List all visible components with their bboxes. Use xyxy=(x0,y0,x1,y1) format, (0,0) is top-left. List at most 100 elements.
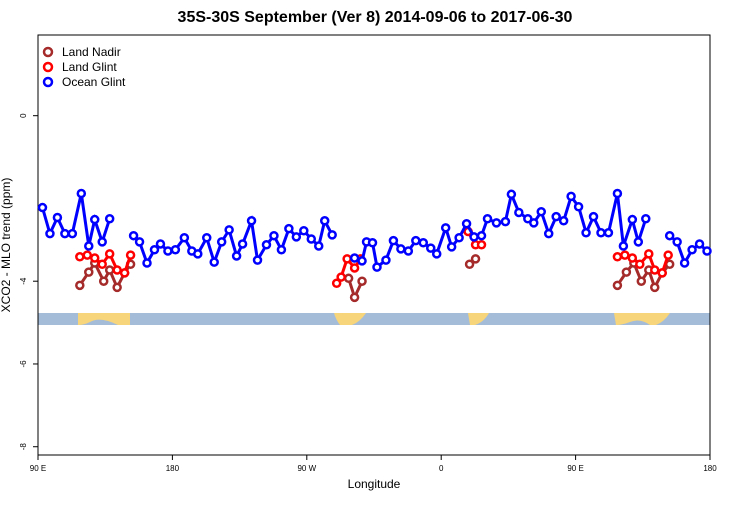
point xyxy=(163,246,173,256)
point xyxy=(612,280,623,291)
point xyxy=(633,237,644,247)
point xyxy=(313,241,324,251)
legend-marker xyxy=(42,76,54,88)
point xyxy=(440,223,451,233)
chart-title: 35S-30S September (Ver 8) 2014-09-06 to … xyxy=(178,9,573,26)
point xyxy=(306,234,317,244)
point xyxy=(446,242,457,252)
point xyxy=(342,254,352,264)
point xyxy=(134,237,145,247)
point xyxy=(482,213,493,224)
point xyxy=(461,218,472,229)
point xyxy=(343,273,354,284)
point xyxy=(649,265,660,275)
point xyxy=(603,228,614,238)
point xyxy=(52,212,63,223)
point xyxy=(84,267,94,277)
point xyxy=(454,233,464,243)
y-tick-label: -4 xyxy=(19,277,28,285)
point xyxy=(349,263,360,273)
point xyxy=(514,207,524,218)
point xyxy=(336,272,346,282)
land-strip xyxy=(334,313,366,325)
point xyxy=(551,211,561,222)
series xyxy=(75,254,675,303)
x-tick-label: 90 E xyxy=(30,464,46,473)
point xyxy=(149,245,160,255)
point xyxy=(201,233,212,243)
legend-marker xyxy=(42,61,54,73)
point xyxy=(367,237,378,248)
point xyxy=(269,230,279,241)
point xyxy=(500,216,511,227)
point xyxy=(476,240,487,250)
point xyxy=(170,245,181,255)
point xyxy=(104,213,115,224)
ocean-strip xyxy=(38,313,710,325)
point xyxy=(97,237,107,247)
point xyxy=(276,245,287,255)
point xyxy=(627,253,638,263)
point xyxy=(155,239,166,249)
plot-frame xyxy=(37,34,711,456)
point xyxy=(649,282,660,293)
point xyxy=(491,218,502,228)
point xyxy=(612,188,623,199)
point xyxy=(237,239,248,249)
point xyxy=(84,241,94,251)
point xyxy=(679,258,690,268)
y-tick-label: -8 xyxy=(19,443,28,451)
series-line xyxy=(41,189,709,270)
point xyxy=(596,228,606,238)
legend-label: Ocean Glint xyxy=(62,75,126,89)
point xyxy=(388,235,399,246)
point xyxy=(327,230,337,240)
legend-marker xyxy=(42,46,54,58)
point xyxy=(119,268,130,278)
point xyxy=(216,237,227,247)
point xyxy=(299,225,309,236)
point xyxy=(231,251,242,261)
legend-label: Land Nadir xyxy=(62,45,121,59)
point xyxy=(523,213,533,224)
point xyxy=(476,230,487,241)
point xyxy=(142,258,152,268)
point xyxy=(37,202,48,213)
point xyxy=(252,255,263,265)
point xyxy=(588,211,599,222)
point xyxy=(193,249,203,259)
x-tick-label: 90 W xyxy=(297,464,316,473)
land-strip xyxy=(614,313,670,325)
point xyxy=(418,237,429,248)
point xyxy=(112,265,122,275)
point xyxy=(657,268,667,278)
point xyxy=(291,232,302,242)
x-tick-label: 90 E xyxy=(567,464,583,473)
series xyxy=(37,188,712,272)
point xyxy=(209,257,219,267)
x-axis-label: Longitude xyxy=(348,477,401,491)
point xyxy=(349,292,360,303)
point xyxy=(179,233,190,243)
point xyxy=(125,250,136,260)
point xyxy=(687,245,697,255)
point xyxy=(464,259,475,269)
point xyxy=(76,188,87,199)
point xyxy=(60,228,70,239)
point xyxy=(529,218,539,228)
point xyxy=(543,228,554,239)
point xyxy=(67,228,78,239)
point xyxy=(246,216,257,226)
point xyxy=(331,278,342,289)
point xyxy=(431,249,442,259)
point xyxy=(89,214,100,225)
point xyxy=(644,249,654,259)
point xyxy=(97,259,107,269)
x-tick-label: 180 xyxy=(703,464,717,473)
point xyxy=(621,267,632,277)
point xyxy=(566,191,576,202)
point xyxy=(381,255,391,265)
